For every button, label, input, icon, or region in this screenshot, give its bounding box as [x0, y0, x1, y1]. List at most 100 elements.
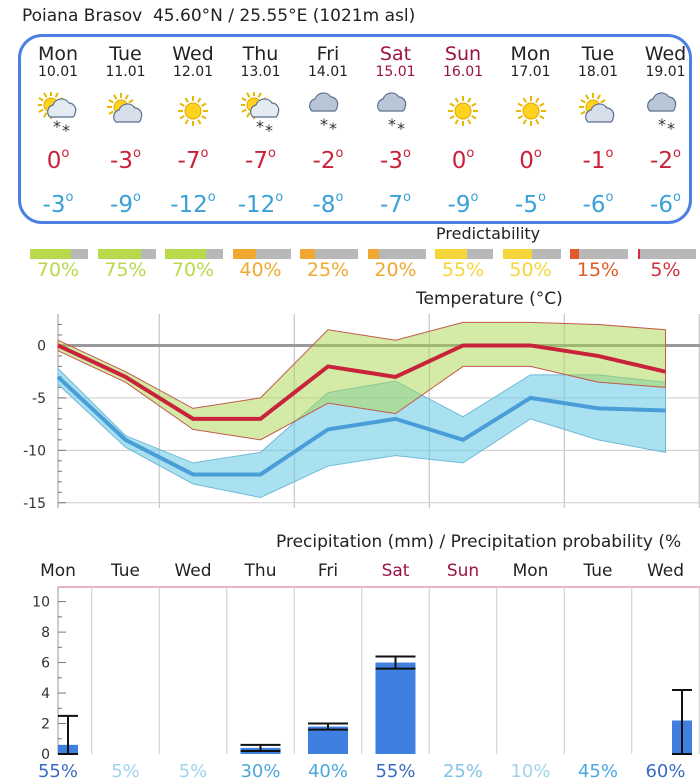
day-name: Tue	[109, 43, 142, 65]
degree-sign: o	[470, 190, 479, 205]
degree-sign: o	[200, 146, 209, 161]
day-name: Sun	[444, 43, 482, 65]
temp-min-value: -5	[515, 192, 538, 218]
svg-text:*: *	[667, 119, 675, 136]
precip-probability: 5%	[178, 761, 208, 782]
temp-min-value: -9	[447, 192, 471, 218]
temperature-chart: 0 -5 -10 -15	[23, 314, 700, 512]
y-tick-label: 4	[41, 686, 50, 702]
y-tick-label: -5	[32, 391, 46, 407]
day-date: 16.01	[442, 64, 484, 80]
predictability-bar	[435, 249, 493, 259]
sun-icon	[511, 92, 551, 136]
precip-day-label: Sat	[381, 561, 410, 581]
predictability-fill	[232, 249, 256, 259]
svg-text:*: *	[62, 121, 70, 136]
day-date: 13.01	[240, 64, 281, 80]
temp-min-value: -7	[380, 192, 403, 218]
temp-max-value: 0	[519, 148, 534, 174]
predictability-value: 5%	[650, 259, 681, 281]
day-date: 15.01	[375, 64, 416, 80]
precip-day-label: Thu	[244, 561, 277, 581]
location-name: Poiana Brasov	[22, 6, 143, 26]
day-column: Mon 10.01	[24, 44, 92, 80]
day-date: 17.01	[510, 64, 551, 80]
cloud-snow-icon: * *	[646, 92, 686, 138]
predictability-fill	[637, 249, 641, 259]
sun-cloud-snow-icon: * *	[37, 91, 78, 140]
predictability-bar	[300, 249, 358, 259]
daily-forecast-box	[18, 34, 692, 224]
day-name: Tue	[581, 43, 615, 65]
degree-sign: o	[132, 190, 141, 205]
day-column: Tue 18.01	[564, 44, 632, 80]
temp-min-value: -12	[237, 192, 276, 218]
temp-min: -9o	[429, 190, 497, 218]
temp-min-value: -12	[170, 192, 208, 218]
degree-sign: o	[605, 190, 614, 205]
predictability-bar	[232, 249, 291, 259]
temp-max: -2o	[632, 146, 700, 174]
precip-probability: 40%	[307, 761, 348, 782]
degree-sign: o	[267, 146, 276, 161]
day-date: 19.01	[645, 64, 686, 80]
degree-sign: o	[132, 146, 141, 161]
y-tick-label: -10	[23, 443, 46, 459]
degree-sign: o	[402, 146, 411, 161]
temp-min: -8o	[294, 190, 362, 218]
temp-max: -7o	[227, 146, 295, 174]
sun-cloud-icon	[578, 92, 618, 136]
predictability-fill	[30, 249, 71, 259]
sun-cloud-icon	[106, 92, 146, 136]
day-column: Thu 13.01	[227, 44, 295, 80]
precip-bar	[308, 726, 348, 754]
temp-max: 0o	[24, 146, 92, 174]
min-temp-range-band	[57, 367, 666, 499]
y-tick-label: 10	[32, 595, 50, 611]
precip-day-label: Sun	[446, 561, 480, 581]
temp-max: 0o	[429, 146, 497, 174]
predictability-bar	[367, 249, 426, 259]
sun-icon	[173, 92, 213, 136]
temp-min-value: -3	[42, 192, 66, 218]
y-tick-label: -15	[23, 496, 46, 512]
temp-min: -6o	[564, 190, 632, 218]
temp-min: -12o	[159, 190, 227, 218]
precip-probability: 30%	[240, 761, 281, 782]
predictability-fill	[300, 249, 315, 259]
predictability-value: 40%	[239, 259, 282, 281]
day-date: 12.01	[172, 64, 214, 80]
max-temp-range-band	[57, 321, 666, 441]
degree-sign: o	[61, 146, 70, 161]
y-tick-label: 8	[41, 625, 50, 641]
svg-text:*: *	[256, 117, 264, 136]
degree-sign: o	[533, 146, 542, 161]
predictability-fill	[435, 249, 467, 259]
temp-max: -3o	[362, 146, 430, 174]
precip-day-label: Mon	[512, 561, 549, 581]
day-column: Sat 15.01	[362, 44, 430, 80]
temperature-chart-title: Temperature (°C)	[416, 289, 563, 309]
temp-max-value: -3	[380, 148, 403, 174]
svg-text:*: *	[53, 117, 61, 136]
temp-min: -12o	[227, 190, 295, 218]
degree-sign: o	[65, 190, 74, 205]
location-coords: 45.60°N / 25.55°E (1021m asl)	[152, 6, 416, 26]
temp-max: -7o	[159, 146, 227, 174]
precip-probability: 55%	[375, 761, 416, 782]
svg-text:*: *	[265, 121, 273, 136]
temp-max: -3o	[92, 146, 160, 174]
temp-min-value: -6	[650, 192, 673, 218]
degree-sign: o	[672, 146, 681, 161]
temp-max-value: -1	[582, 148, 606, 174]
day-name: Wed	[644, 43, 687, 65]
precip-bar	[375, 662, 416, 754]
day-column: Fri 14.01	[294, 44, 362, 80]
temp-min-value: -9	[110, 192, 133, 218]
cloud-snow-icon: * *	[376, 92, 416, 138]
precip-day-label: Fri	[317, 561, 339, 581]
precip-day-label: Wed	[646, 561, 685, 581]
predictability-value: 70%	[36, 259, 80, 281]
day-name: Sat	[379, 43, 412, 65]
predictability-value: 75%	[104, 259, 147, 281]
